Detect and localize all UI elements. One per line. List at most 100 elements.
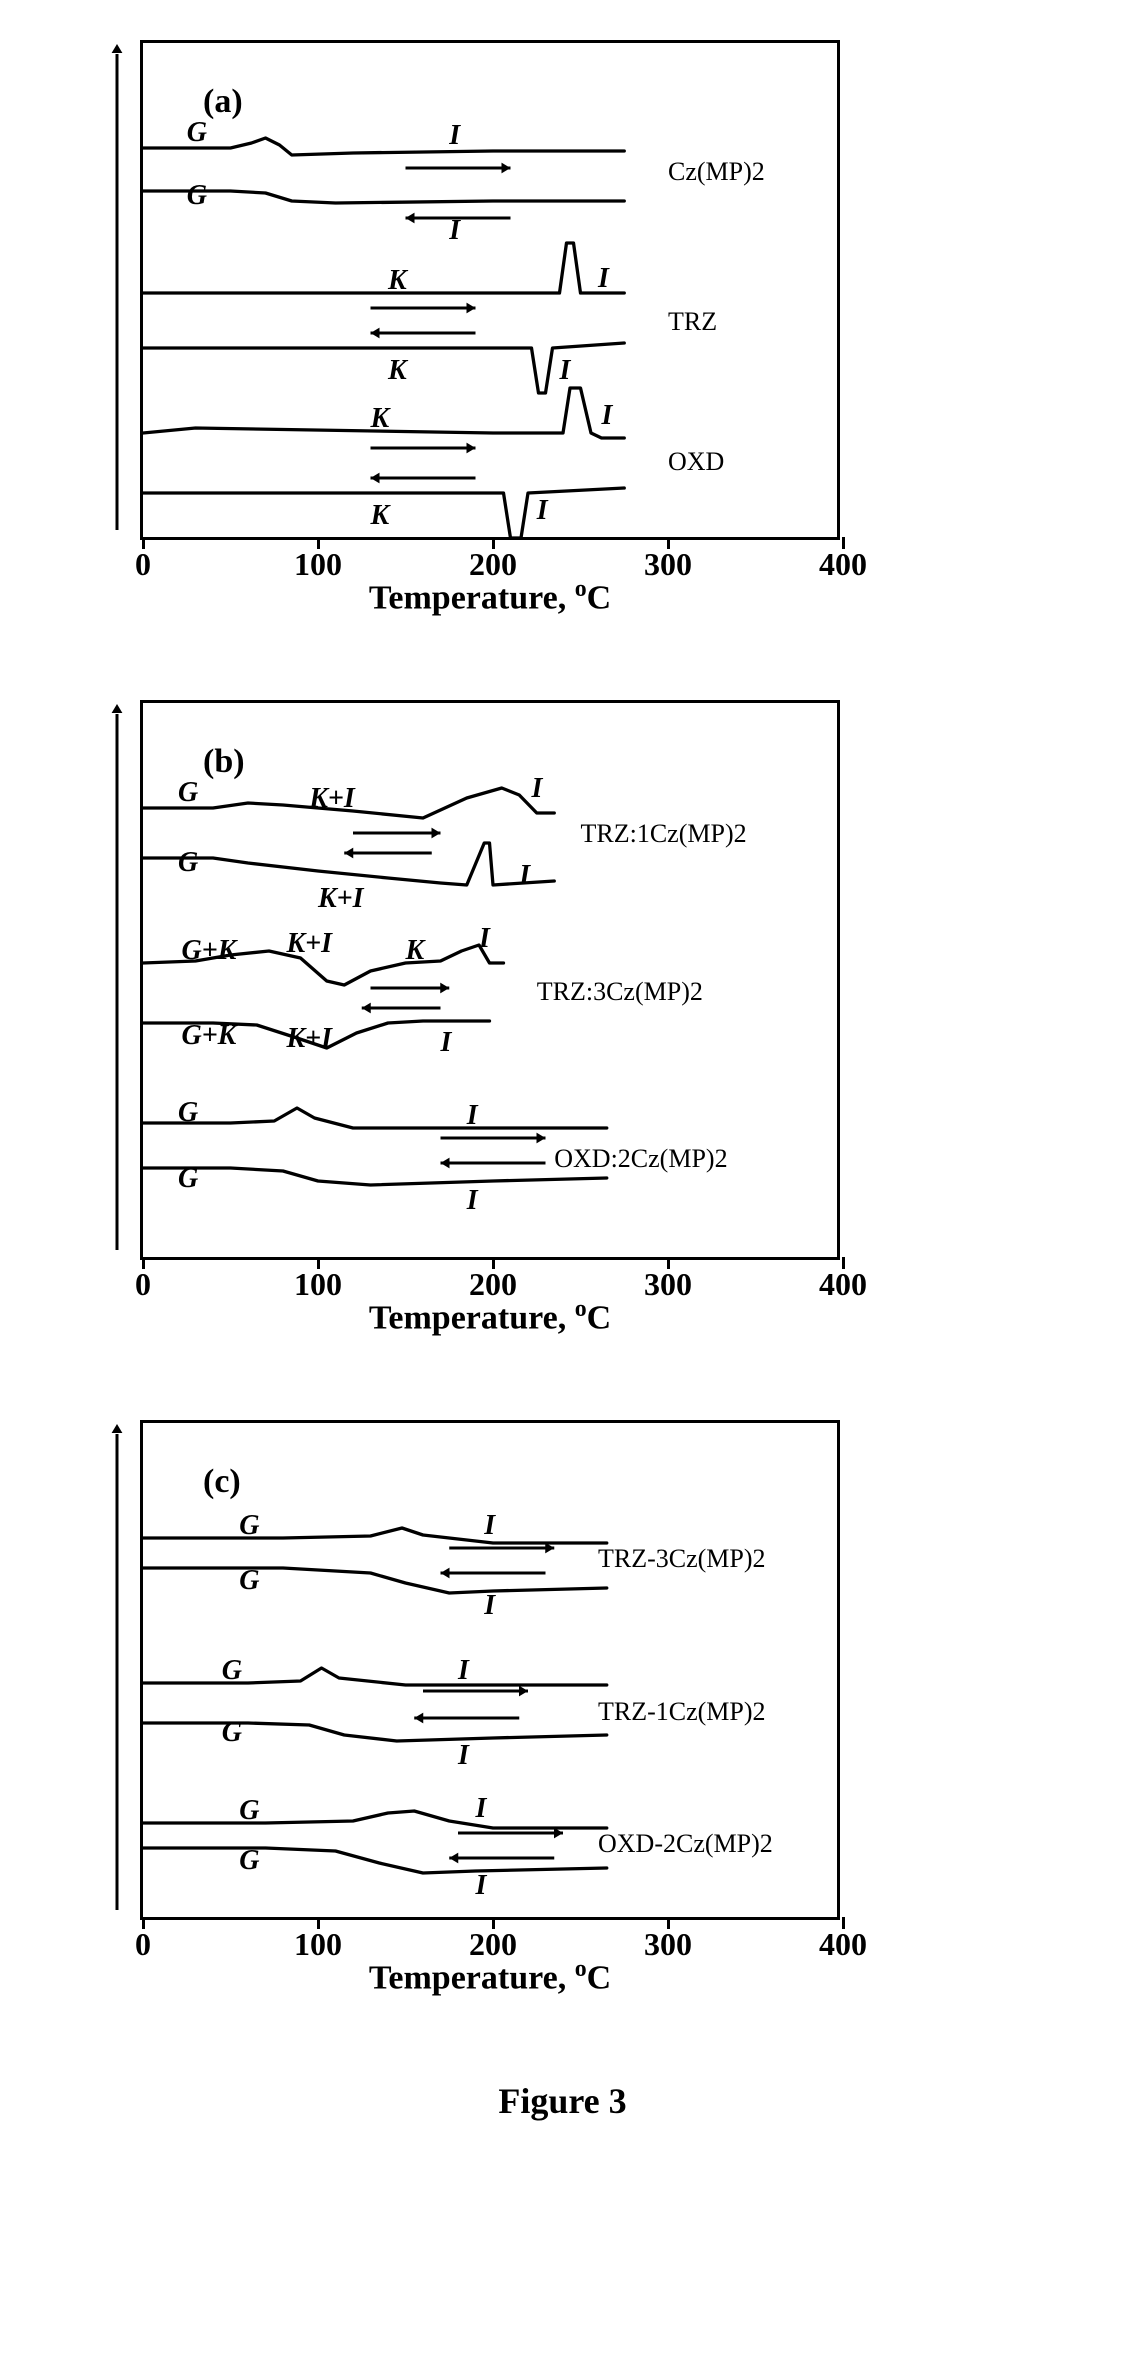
phase-annotation: G	[178, 847, 198, 879]
x-ticklabel: 400	[819, 546, 867, 583]
scan-arrowhead	[502, 163, 511, 174]
scan-arrowhead	[344, 848, 353, 859]
phase-annotation: I	[484, 1510, 495, 1542]
scan-arrowhead	[406, 213, 415, 224]
phase-annotation: K	[388, 355, 407, 387]
phase-annotation: K	[371, 500, 390, 532]
x-ticklabel: 100	[294, 1266, 342, 1303]
series-label: OXD:2Cz(MP)2	[554, 1144, 727, 1174]
panel-a: Endothermic(a)GGIIKIKIKIKICz(MP)2TRZOXD0…	[140, 40, 1100, 650]
x-ticklabel: 400	[819, 1926, 867, 1963]
series-label: OXD	[668, 447, 724, 477]
dsc-curve-OXD2Cz-heat	[143, 1108, 607, 1128]
x-axis-label: Temperature, oC	[369, 1956, 611, 1997]
scan-arrowhead	[440, 983, 449, 994]
panel-letter-a: (a)	[203, 83, 243, 121]
x-ticklabel: 100	[294, 1926, 342, 1963]
scan-arrowhead	[467, 443, 476, 454]
dsc-curve-TRZ1Cz-cool	[143, 843, 554, 885]
x-ticklabel: 0	[135, 1926, 151, 1963]
scan-arrowhead	[519, 1686, 528, 1697]
scan-arrowhead	[414, 1713, 423, 1724]
panel-c: Endothermic(c)GGIIGGIIGGIITRZ-3Cz(MP)2TR…	[140, 1420, 1100, 2030]
phase-annotation: I	[479, 923, 490, 955]
figure-caption: Figure 3	[80, 2080, 1045, 2122]
dsc-curve-TRZ-cool	[143, 343, 624, 393]
dsc-curve-CzMP2-cool	[143, 191, 624, 203]
phase-annotation: G	[239, 1795, 259, 1827]
scan-arrowhead	[371, 473, 380, 484]
series-label: TRZ	[668, 307, 717, 337]
phase-annotation: K+I	[287, 928, 333, 960]
phase-annotation: I	[449, 120, 460, 152]
x-ticklabel: 400	[819, 1266, 867, 1303]
scan-arrowhead	[371, 328, 380, 339]
phase-annotation: I	[467, 1185, 478, 1217]
scan-arrowhead	[441, 1158, 450, 1169]
panel-letter-c: (c)	[203, 1463, 241, 1501]
phase-annotation: I	[537, 495, 548, 527]
x-ticklabel: 300	[644, 1266, 692, 1303]
plot-box-c: (c)GGIIGGIIGGIITRZ-3Cz(MP)2TRZ-1Cz(MP)2O…	[140, 1420, 840, 1920]
scan-arrowhead	[449, 1853, 458, 1864]
phase-annotation: G	[222, 1717, 242, 1749]
series-label: OXD-2Cz(MP)2	[598, 1829, 773, 1859]
dsc-curve-TRZ1Cz-heat	[143, 1668, 607, 1685]
phase-annotation: G	[178, 1163, 198, 1195]
phase-annotation: I	[532, 773, 543, 805]
x-ticklabel: 300	[644, 1926, 692, 1963]
phase-annotation: K	[406, 935, 425, 967]
figure-container: Endothermic(a)GGIIKIKIKIKICz(MP)2TRZOXD0…	[80, 40, 1045, 2122]
phase-annotation: G	[222, 1655, 242, 1687]
phase-annotation: G	[187, 117, 207, 149]
dsc-curve-TRZ1Cz-cool	[143, 1723, 607, 1741]
phase-annotation: I	[476, 1870, 487, 1902]
series-label: TRZ:1Cz(MP)2	[581, 819, 747, 849]
scan-arrowhead	[467, 303, 476, 314]
dsc-curve-OXD2Cz-heat	[143, 1811, 607, 1828]
phase-annotation: K	[388, 265, 407, 297]
phase-annotation: G	[239, 1565, 259, 1597]
phase-annotation: G	[178, 1097, 198, 1129]
plot-svg-b	[143, 703, 843, 1263]
phase-annotation: I	[519, 860, 530, 892]
dsc-curve-OXD2Cz-cool	[143, 1848, 607, 1873]
x-ticklabel: 0	[135, 1266, 151, 1303]
phase-annotation: G	[239, 1845, 259, 1877]
series-label: TRZ:3Cz(MP)2	[537, 977, 703, 1007]
phase-annotation: I	[602, 400, 613, 432]
phase-annotation: G	[187, 180, 207, 212]
phase-annotation: G+K	[182, 935, 237, 967]
x-ticklabel: 100	[294, 546, 342, 583]
phase-annotation: I	[560, 355, 571, 387]
series-label: Cz(MP)2	[668, 157, 765, 187]
panels-mount: Endothermic(a)GGIIKIKIKIKICz(MP)2TRZOXD0…	[80, 40, 1045, 2030]
x-ticklabel: 0	[135, 546, 151, 583]
phase-annotation: I	[458, 1655, 469, 1687]
phase-annotation: I	[476, 1793, 487, 1825]
phase-annotation: I	[484, 1590, 495, 1622]
x-axis-label: Temperature, oC	[369, 576, 611, 617]
phase-annotation: K	[371, 403, 390, 435]
scan-arrowhead	[362, 1003, 371, 1014]
plot-box-a: (a)GGIIKIKIKIKICz(MP)2TRZOXD010020030040…	[140, 40, 840, 540]
phase-annotation: I	[458, 1740, 469, 1772]
series-label: TRZ-1Cz(MP)2	[598, 1697, 766, 1727]
dsc-curve-TRZ-heat	[143, 243, 624, 293]
scan-arrowhead	[537, 1133, 546, 1144]
phase-annotation: I	[441, 1027, 452, 1059]
dsc-curve-TRZ3Cz-heat	[143, 1528, 607, 1543]
scan-arrowhead	[441, 1568, 450, 1579]
phase-annotation: I	[449, 215, 460, 247]
y-axis-arrow	[100, 40, 134, 540]
y-axis-arrow	[100, 700, 134, 1260]
phase-annotation: K+I	[287, 1023, 333, 1055]
phase-annotation: K+I	[318, 883, 364, 915]
y-axis-arrow	[100, 1420, 134, 1920]
panel-letter-b: (b)	[203, 743, 245, 781]
dsc-curve-OXD2Cz-cool	[143, 1168, 607, 1185]
plot-box-b: (b)GGK+IK+IIIG+KG+KK+IK+IKIIGGIITRZ:1Cz(…	[140, 700, 840, 1260]
x-ticklabel: 300	[644, 546, 692, 583]
dsc-curve-CzMP2-heat	[143, 138, 624, 155]
phase-annotation: I	[467, 1100, 478, 1132]
